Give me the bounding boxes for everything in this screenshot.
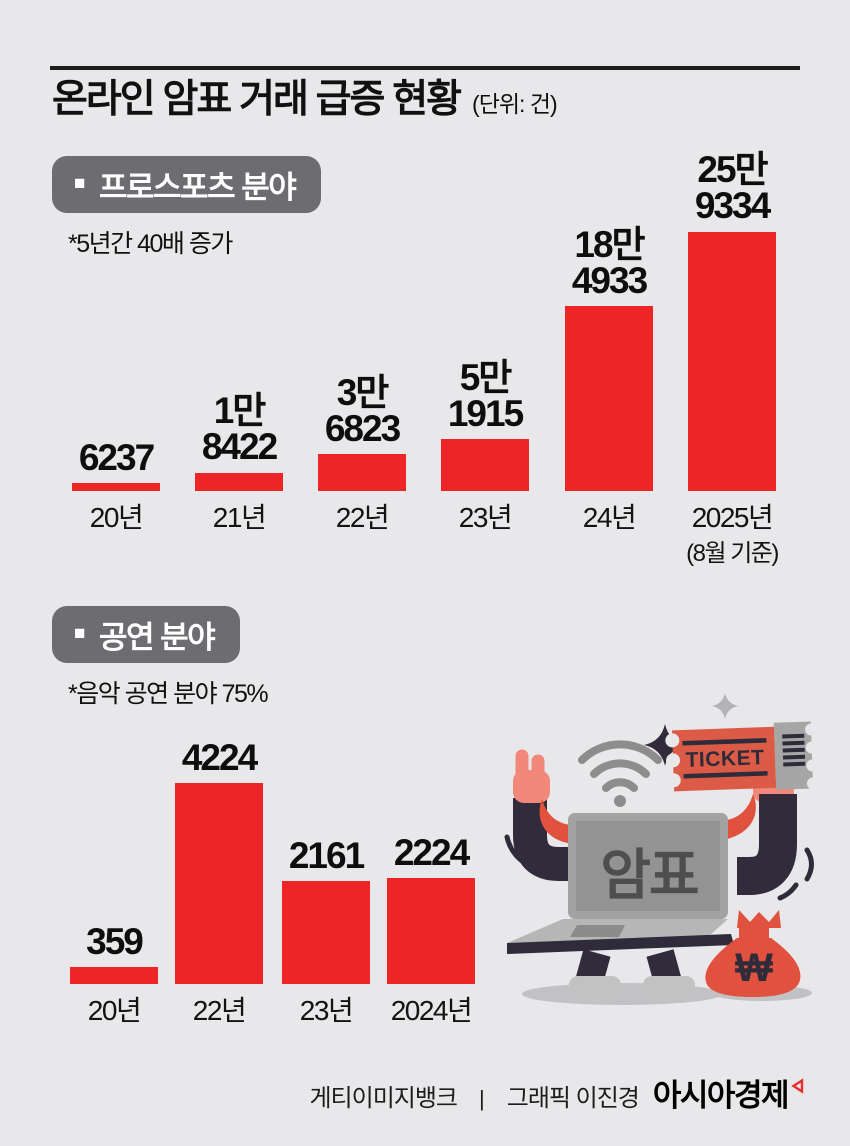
chart-column: 1만 8422 [195,390,283,491]
title-row: 온라인 암표 거래 급증 현황 (단위: 건) [52,78,558,121]
bar [688,231,776,491]
section-note-performance: *음악 공연 분야 75% [68,680,269,708]
ticket-text: TICKET [685,746,765,772]
bar-value-label: 6237 [78,436,155,478]
chart-column: 25만 9334 [688,149,776,491]
barcode [782,733,806,767]
ticket-icon: TICKET [665,721,819,792]
left-shoe [569,976,621,994]
bar [565,306,653,491]
bar [441,439,529,491]
sparkle-icon [644,724,686,766]
category-label: 23년 [299,995,354,1026]
chart-column: 18만 4933 [565,223,653,491]
won-symbol: ₩ [735,946,773,990]
category-label: 21년 [212,502,267,533]
money-bag-icon: ₩ [705,910,801,997]
bar-value-label: 25만 9334 [694,149,771,227]
bar [318,454,406,491]
category-label: 20년 [87,995,142,1026]
category-label: 2024년 [390,995,473,1026]
bar-value-label: 359 [86,920,144,962]
chart-column: 5만 1915 [441,356,529,491]
bar-chart-performance: 359 20년 4224 22년 2161 23년 2224 2024년 [70,736,476,1026]
victory-hand-icon [513,749,550,803]
bar [282,881,370,984]
bar [175,783,263,984]
brand-mark-icon [791,1078,804,1094]
section-badge-performance: ■ 공연 분야 [52,606,241,663]
page-title: 온라인 암표 거래 급증 현황 [52,78,462,121]
chart-column: 3만 6823 [318,371,406,491]
scalper-illustration: 암표 ₩ TICKET [504,693,819,1005]
bar-value-label: 1만 8422 [201,390,278,468]
bar-value-label: 2224 [393,831,470,873]
left-arm [513,798,610,881]
right-shoe [643,976,695,994]
chart-column: 4224 [175,736,263,984]
motion-line [777,882,799,901]
section-note-sports: *5년간 40배 증가 [68,230,233,258]
bar-value-label: 4224 [181,736,258,778]
laptop-screen-text: 암표 [600,844,698,906]
bar-value-label: 5만 1915 [447,356,524,434]
square-bullet-icon: ■ [74,173,85,194]
touchpad [570,925,625,937]
footer-divider: | [479,1086,485,1111]
category-label: 24년 [582,502,637,533]
unit-label: (단위: 건) [472,91,558,117]
category-label: 2025년 (8월 기준) [686,502,779,567]
chart-column: 6237 [72,436,160,491]
laptop-icon: 암표 [507,813,734,954]
section-badge-sports: ■ 프로스포츠 분야 [52,156,322,213]
category-label: 23년 [458,502,513,533]
category-label: 22년 [192,995,247,1026]
category-label: 22년 [335,502,390,533]
bar [387,878,475,984]
sparkle-icon [712,693,738,719]
bar [70,966,158,984]
section-label-performance: 공연 분야 [98,620,216,655]
section-label-sports: 프로스포츠 분야 [98,170,297,205]
bar-value-label: 18만 4933 [571,223,648,301]
wifi-icon [578,740,662,807]
chart-column: 2224 [387,831,475,984]
top-rule [50,66,800,70]
bar [195,472,283,491]
graphic-credit: 그래픽 이진경 [506,1085,640,1112]
brand-logo: 아시아경제 [652,1078,790,1113]
category-label: 20년 [89,502,144,533]
square-bullet-icon: ■ [74,623,85,644]
chart-column: 359 [70,920,158,984]
image-credit: 게티이미지뱅크 [309,1085,458,1112]
right-arm [737,794,797,895]
motion-line [804,847,814,882]
chart-column: 2161 [282,834,370,984]
bar-value-label: 2161 [288,834,365,876]
footer-credits: 게티이미지뱅크 | 그래픽 이진경 아시아경제 [309,1070,804,1115]
bar-value-label: 3만 6823 [324,371,401,449]
bar-chart-sports: 6237 20년 1만 8422 21년 3만 6823 22년 5만 1915 23년 18만 493… [72,149,779,567]
bar [72,483,160,491]
